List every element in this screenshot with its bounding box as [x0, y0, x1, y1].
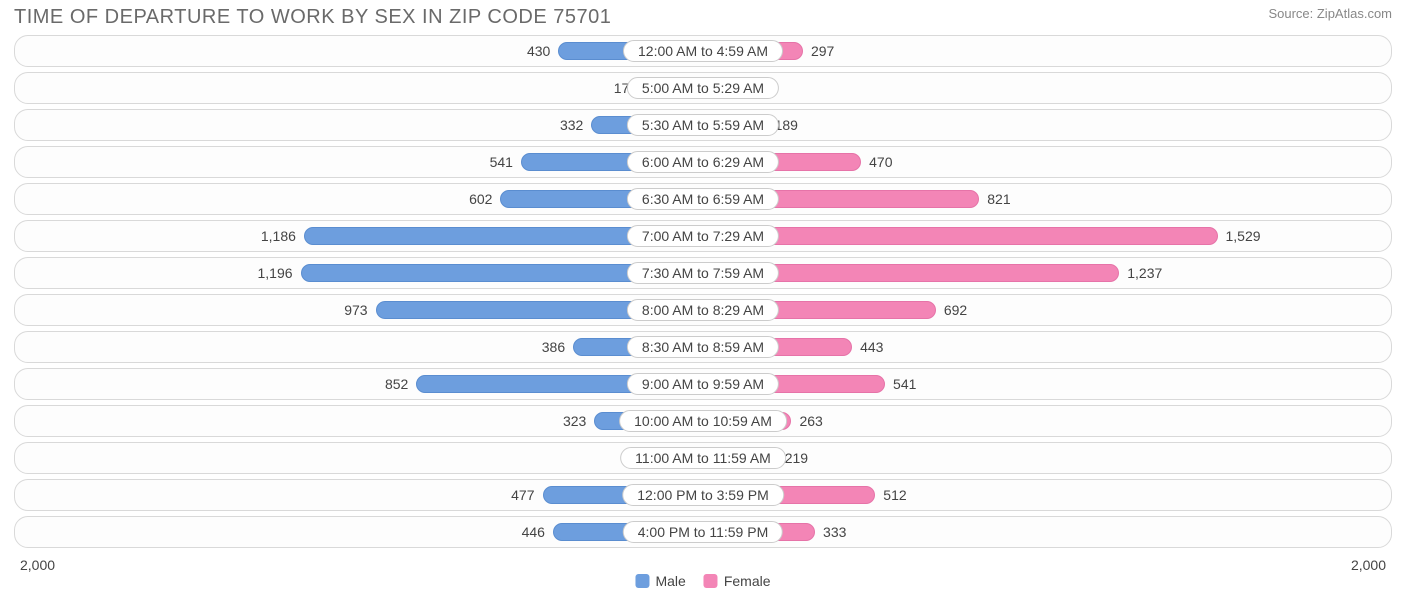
female-value: 470 [861, 154, 900, 170]
chart-title: TIME OF DEPARTURE TO WORK BY SEX IN ZIP … [14, 6, 611, 29]
row-right: 219 [703, 443, 1391, 473]
row-right: 1,237 [703, 258, 1391, 288]
chart-row: 430 297 12:00 AM to 4:59 AM [14, 35, 1392, 67]
female-value: 263 [791, 413, 830, 429]
female-value: 1,529 [1218, 228, 1269, 244]
chart-row: 602 821 6:30 AM to 6:59 AM [14, 183, 1392, 215]
male-value: 602 [461, 191, 500, 207]
legend: Male Female [635, 573, 770, 589]
time-range-label: 5:30 AM to 5:59 AM [627, 114, 779, 136]
row-right: 512 [703, 480, 1391, 510]
female-value: 541 [885, 376, 924, 392]
chart-row: 1,196 1,237 7:30 AM to 7:59 AM [14, 257, 1392, 289]
axis-legend-row: 2,000 2,000 Male Female [0, 553, 1406, 581]
chart-row: 477 512 12:00 PM to 3:59 PM [14, 479, 1392, 511]
row-left: 332 [15, 110, 703, 140]
row-right: 692 [703, 295, 1391, 325]
time-range-label: 7:30 AM to 7:59 AM [627, 262, 779, 284]
chart-row: 541 470 6:00 AM to 6:29 AM [14, 146, 1392, 178]
male-value: 386 [534, 339, 573, 355]
legend-female-swatch [704, 574, 718, 588]
chart-row: 973 692 8:00 AM to 8:29 AM [14, 294, 1392, 326]
row-left: 541 [15, 147, 703, 177]
time-range-label: 8:00 AM to 8:29 AM [627, 299, 779, 321]
male-value: 323 [555, 413, 594, 429]
row-right: 263 [703, 406, 1391, 436]
time-range-label: 12:00 PM to 3:59 PM [622, 484, 784, 506]
female-value: 512 [875, 487, 914, 503]
axis-right-max: 2,000 [1351, 557, 1386, 573]
male-value: 1,186 [253, 228, 304, 244]
legend-female-label: Female [724, 573, 771, 589]
time-range-label: 7:00 AM to 7:29 AM [627, 225, 779, 247]
chart-row: 386 443 8:30 AM to 8:59 AM [14, 331, 1392, 363]
time-range-label: 12:00 AM to 4:59 AM [623, 40, 783, 62]
male-value: 541 [482, 154, 521, 170]
row-left: 602 [15, 184, 703, 214]
male-value: 973 [336, 302, 375, 318]
legend-male-label: Male [655, 573, 685, 589]
male-value: 332 [552, 117, 591, 133]
male-value: 1,196 [250, 265, 301, 281]
time-range-label: 6:30 AM to 6:59 AM [627, 188, 779, 210]
time-range-label: 10:00 AM to 10:59 AM [619, 410, 787, 432]
male-value: 446 [514, 524, 553, 540]
row-left: 446 [15, 517, 703, 547]
female-value: 333 [815, 524, 854, 540]
row-right: 189 [703, 110, 1391, 140]
row-left: 323 [15, 406, 703, 436]
female-value: 297 [803, 43, 842, 59]
chart-row: 17295:00 AM to 5:29 AM [14, 72, 1392, 104]
time-range-label: 11:00 AM to 11:59 AM [620, 447, 786, 469]
row-right: 9 [703, 73, 1391, 103]
legend-male: Male [635, 573, 685, 589]
female-bar [703, 227, 1218, 245]
time-range-label: 9:00 AM to 9:59 AM [627, 373, 779, 395]
row-right: 297 [703, 36, 1391, 66]
chart-row: 852 541 9:00 AM to 9:59 AM [14, 368, 1392, 400]
row-left: 172 [15, 73, 703, 103]
male-value: 430 [519, 43, 558, 59]
chart-row: 11021911:00 AM to 11:59 AM [14, 442, 1392, 474]
row-right: 470 [703, 147, 1391, 177]
row-left: 477 [15, 480, 703, 510]
female-value: 1,237 [1119, 265, 1170, 281]
row-right: 443 [703, 332, 1391, 362]
row-right: 821 [703, 184, 1391, 214]
row-right: 541 [703, 369, 1391, 399]
chart-row: 446 333 4:00 PM to 11:59 PM [14, 516, 1392, 548]
axis-left-max: 2,000 [20, 557, 55, 573]
source-attribution: Source: ZipAtlas.com [1268, 6, 1392, 21]
row-left: 852 [15, 369, 703, 399]
row-right: 333 [703, 517, 1391, 547]
female-value: 443 [852, 339, 891, 355]
time-range-label: 4:00 PM to 11:59 PM [623, 521, 783, 543]
legend-female: Female [704, 573, 771, 589]
chart-area: 430 297 12:00 AM to 4:59 AM 17295:00 AM to … [0, 35, 1406, 548]
row-left: 110 [15, 443, 703, 473]
female-value: 692 [936, 302, 975, 318]
chart-header: TIME OF DEPARTURE TO WORK BY SEX IN ZIP … [0, 0, 1406, 35]
legend-male-swatch [635, 574, 649, 588]
male-value: 477 [503, 487, 542, 503]
row-right: 1,529 [703, 221, 1391, 251]
female-value: 821 [979, 191, 1018, 207]
row-left: 1,186 [15, 221, 703, 251]
chart-row: 1,186 1,529 7:00 AM to 7:29 AM [14, 220, 1392, 252]
time-range-label: 6:00 AM to 6:29 AM [627, 151, 779, 173]
chart-row: 332 1895:30 AM to 5:59 AM [14, 109, 1392, 141]
row-left: 1,196 [15, 258, 703, 288]
time-range-label: 8:30 AM to 8:59 AM [627, 336, 779, 358]
row-left: 386 [15, 332, 703, 362]
row-left: 973 [15, 295, 703, 325]
chart-row: 323 26310:00 AM to 10:59 AM [14, 405, 1392, 437]
time-range-label: 5:00 AM to 5:29 AM [627, 77, 779, 99]
male-value: 852 [377, 376, 416, 392]
row-left: 430 [15, 36, 703, 66]
